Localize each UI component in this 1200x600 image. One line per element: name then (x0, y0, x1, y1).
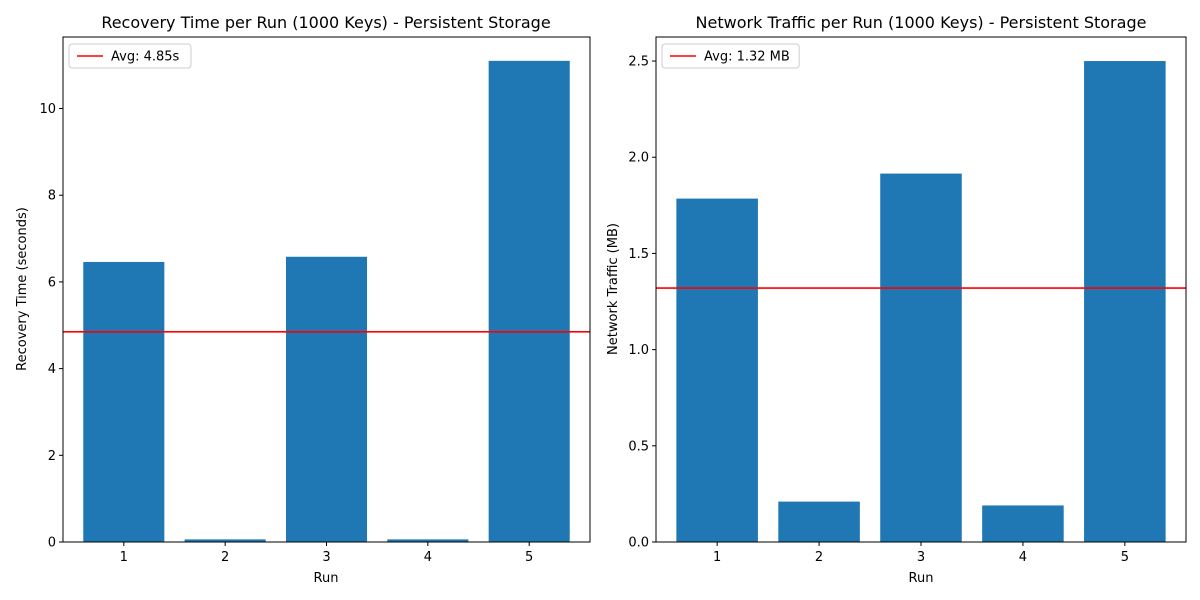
y-axis-label: Recovery Time (seconds) (15, 207, 30, 371)
legend-box (661, 43, 800, 69)
x-tick-label: 3 (322, 550, 330, 565)
y-tick-label: 4 (48, 362, 56, 377)
bar-run-4 (982, 505, 1064, 542)
x-tick-label: 4 (1019, 550, 1027, 565)
y-tick-label: 1.0 (628, 343, 649, 358)
legend-label: Avg: 4.85s (111, 50, 180, 65)
bar-run-1 (83, 261, 165, 542)
legend: Avg: 1.32 MB (661, 43, 800, 69)
x-tick-label: 3 (917, 550, 925, 565)
y-tick-label: 6 (48, 275, 56, 290)
x-tick-label: 5 (525, 550, 533, 565)
y-tick-label: 10 (39, 102, 56, 117)
network-traffic-chart: Network Traffic per Run (1000 Keys) - Pe… (606, 13, 1187, 586)
y-tick-label: 2.0 (628, 151, 649, 166)
bar-run-2 (184, 539, 266, 542)
bar-run-1 (676, 198, 758, 542)
x-tick-label: 2 (815, 550, 823, 565)
x-axis-label: Run (909, 571, 934, 586)
x-tick-label: 1 (120, 550, 128, 565)
x-tick-label: 4 (424, 550, 432, 565)
y-tick-label: 0.0 (628, 536, 649, 551)
plot-area: 0.0 0.5 1.0 1.5 2.0 2.5 1 2 3 4 5 Avg: 1.32 MB (628, 36, 1187, 565)
y-tick-label: 0.5 (628, 439, 649, 454)
legend: Avg: 4.85s (68, 43, 192, 69)
x-tick-label: 1 (713, 550, 721, 565)
y-tick-label: 1.5 (628, 247, 649, 262)
bar-run-2 (778, 501, 860, 542)
y-tick-label: 0 (48, 536, 56, 551)
bar-run-3 (285, 256, 368, 542)
y-axis-label: Network Traffic (MB) (606, 223, 621, 355)
chart-title: Network Traffic per Run (1000 Keys) - Pe… (696, 13, 1147, 32)
legend-label: Avg: 1.32 MB (704, 50, 790, 65)
legend-box (68, 43, 192, 69)
bar-run-5 (488, 60, 570, 543)
x-tick-label: 5 (1121, 550, 1129, 565)
x-tick-label: 2 (221, 550, 229, 565)
bar-run-5 (1084, 61, 1166, 543)
bar-run-3 (880, 173, 962, 543)
chart-title: Recovery Time per Run (1000 Keys) - Pers… (101, 13, 550, 32)
y-tick-label: 2.5 (628, 55, 649, 70)
recovery-time-chart: Recovery Time per Run (1000 Keys) - Pers… (15, 13, 591, 586)
bar-run-4 (387, 539, 469, 542)
y-tick-label: 2 (48, 449, 56, 464)
y-tick-label: 8 (48, 189, 56, 204)
x-axis-label: Run (314, 571, 339, 586)
